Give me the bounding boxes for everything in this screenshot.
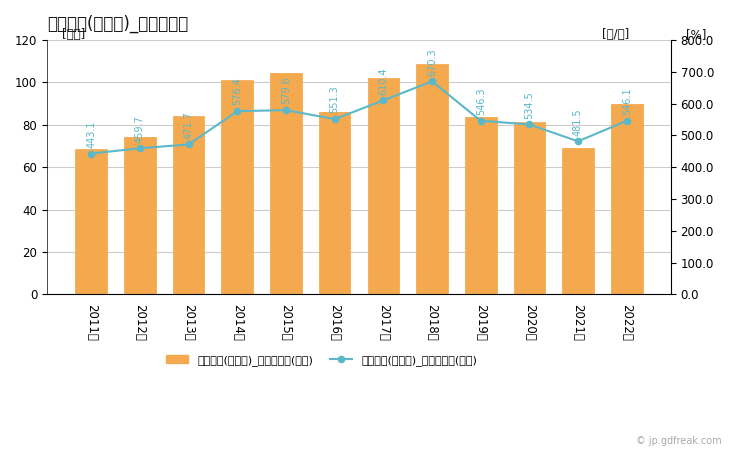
Bar <box>270 73 302 295</box>
Bar <box>319 112 351 295</box>
Text: 83.9: 83.9 <box>476 272 486 293</box>
Bar <box>124 138 156 295</box>
Text: © jp.gdfreak.com: © jp.gdfreak.com <box>636 437 722 446</box>
Text: 102.3: 102.3 <box>378 266 389 293</box>
Text: 471.7: 471.7 <box>184 111 194 139</box>
Text: 89.9: 89.9 <box>622 272 632 293</box>
Legend: 非居住用(産業用)_床面積合計(左軸), 非居住用(産業用)_平均床面積(右軸): 非居住用(産業用)_床面積合計(左軸), 非居住用(産業用)_平均床面積(右軸) <box>162 350 481 370</box>
Text: 551.3: 551.3 <box>330 86 340 114</box>
Text: 74.1: 74.1 <box>135 272 145 293</box>
Text: 68.4: 68.4 <box>86 272 96 293</box>
Text: 104.6: 104.6 <box>281 266 291 293</box>
Text: 576.4: 576.4 <box>233 78 242 106</box>
Text: 101.0: 101.0 <box>233 266 242 293</box>
Text: 69.2: 69.2 <box>573 272 583 293</box>
Bar <box>611 104 642 295</box>
Text: 108.9: 108.9 <box>427 266 437 293</box>
Text: 84.4: 84.4 <box>184 272 194 293</box>
Text: 86.2: 86.2 <box>330 272 340 293</box>
Text: [%]: [%] <box>686 28 706 41</box>
Text: 610.4: 610.4 <box>378 67 389 95</box>
Text: 非居住用(産業用)_床面積合計: 非居住用(産業用)_床面積合計 <box>47 15 188 33</box>
Text: 546.3: 546.3 <box>476 87 486 115</box>
Text: [万㎡]: [万㎡] <box>62 28 85 41</box>
Text: 481.5: 481.5 <box>573 108 583 136</box>
Text: 81.2: 81.2 <box>524 272 534 293</box>
Text: 670.3: 670.3 <box>427 48 437 76</box>
Text: [㎡/棟]: [㎡/棟] <box>602 28 630 41</box>
Bar <box>513 122 545 295</box>
Text: 579.6: 579.6 <box>281 77 291 105</box>
Bar <box>367 78 399 295</box>
Text: 546.1: 546.1 <box>622 87 632 115</box>
Bar <box>76 149 107 295</box>
Bar <box>222 80 253 295</box>
Text: 534.5: 534.5 <box>524 91 534 119</box>
Bar <box>416 64 448 295</box>
Text: 443.1: 443.1 <box>86 120 96 148</box>
Bar <box>465 117 496 295</box>
Bar <box>562 148 594 295</box>
Text: 459.7: 459.7 <box>135 115 145 143</box>
Bar <box>173 115 204 295</box>
